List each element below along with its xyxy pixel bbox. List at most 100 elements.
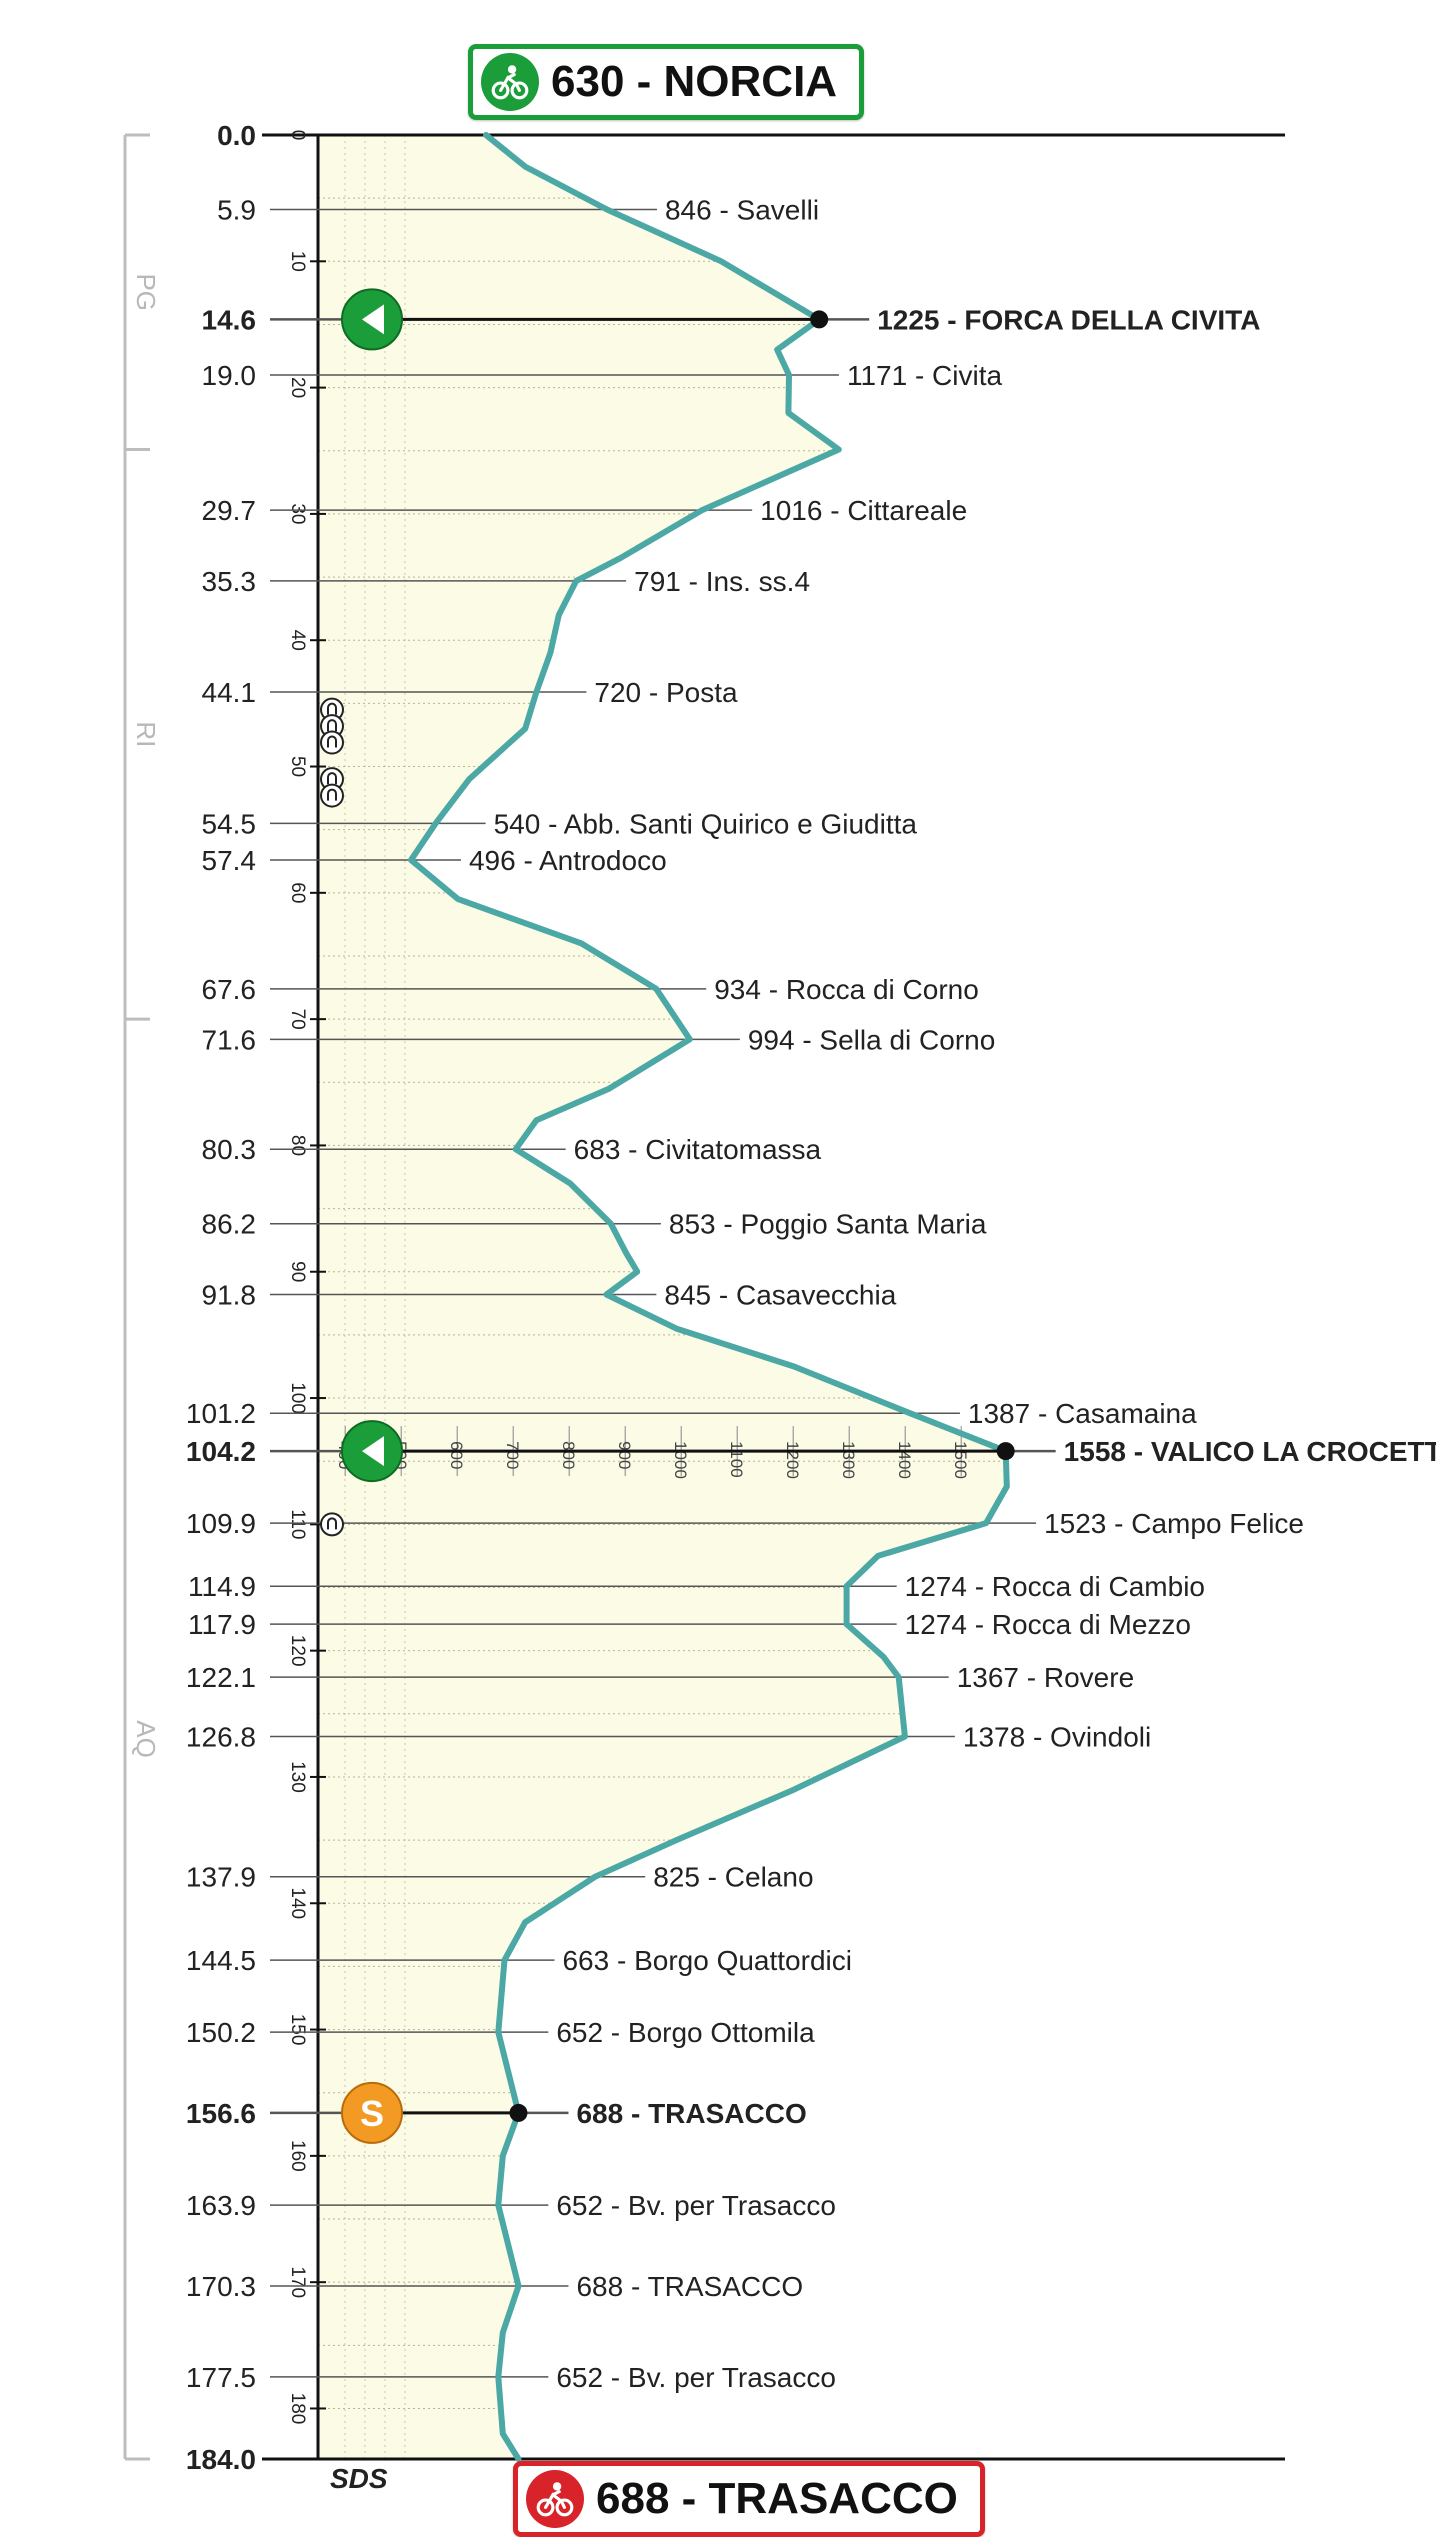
waypoint-name-label: 683 - Civitatomassa bbox=[574, 1134, 822, 1165]
start-label: 630 - NORCIA bbox=[551, 57, 838, 106]
waypoint-name-label: 791 - Ins. ss.4 bbox=[634, 566, 810, 597]
waypoint-km-label: 35.3 bbox=[202, 566, 257, 597]
waypoint-name-label: 652 - Borgo Ottomila bbox=[556, 2017, 815, 2048]
waypoint-km-label: 117.9 bbox=[188, 1609, 256, 1640]
altitude-tick-label: 1100 bbox=[727, 1441, 746, 1478]
waypoint-name-label: 652 - Bv. per Trasacco bbox=[556, 2190, 836, 2221]
hairpin-icon-glyph bbox=[327, 719, 337, 732]
hairpin-icon-glyph bbox=[327, 788, 337, 801]
distance-tick-label: 50 bbox=[287, 756, 308, 777]
waypoint-name-label: 1387 - Casamaina bbox=[968, 1398, 1197, 1429]
hairpin-icon bbox=[320, 730, 344, 755]
distance-tick-label: 90 bbox=[287, 1261, 308, 1282]
cyclist-icon bbox=[481, 53, 539, 111]
altitude-tick-label: 1300 bbox=[839, 1441, 858, 1479]
waypoint-km-label: 122.1 bbox=[186, 1662, 256, 1693]
distance-tick-label: 70 bbox=[287, 1009, 308, 1030]
waypoint-km-label: 29.7 bbox=[202, 495, 257, 526]
cyclist-icon bbox=[526, 2470, 584, 2528]
waypoint-name-label: 652 - Bv. per Trasacco bbox=[556, 2362, 836, 2393]
waypoint-name-label: 845 - Casavecchia bbox=[664, 1279, 896, 1310]
distance-tick-label: 130 bbox=[287, 1761, 308, 1793]
waypoint-name-label: 1367 - Rovere bbox=[957, 1662, 1134, 1693]
altitude-tick-label: 1500 bbox=[951, 1441, 970, 1479]
distance-tick-label: 170 bbox=[287, 2266, 308, 2298]
region-label: PG bbox=[131, 273, 161, 311]
waypoint-name-label: 1274 - Rocca di Mezzo bbox=[905, 1609, 1191, 1640]
waypoint-name-label: 663 - Borgo Quattordici bbox=[562, 1945, 852, 1976]
start-badge: 630 - NORCIA bbox=[468, 44, 865, 120]
waypoint-name-label: 1274 - Rocca di Cambio bbox=[905, 1571, 1205, 1602]
altitude-tick-label: 1400 bbox=[895, 1441, 914, 1479]
hairpin-icon-glyph bbox=[327, 735, 337, 748]
distance-tick-label: 140 bbox=[287, 1887, 308, 1919]
sprint-icon bbox=[341, 2081, 403, 2144]
altitude-tick-label: 1200 bbox=[783, 1441, 802, 1479]
distance-tick-label: 150 bbox=[287, 2014, 308, 2046]
altitude-tick-label: 700 bbox=[503, 1441, 522, 1469]
waypoint-km-label: 137.9 bbox=[186, 1862, 256, 1893]
distance-tick-label: 60 bbox=[287, 882, 308, 903]
waypoint-name-label: 496 - Antrodoco bbox=[469, 845, 667, 876]
waypoint-km-label: 80.3 bbox=[202, 1134, 257, 1165]
waypoint-km-label: 57.4 bbox=[202, 845, 257, 876]
waypoint-km-label: 67.6 bbox=[202, 974, 257, 1005]
distance-tick-label: 180 bbox=[287, 2393, 308, 2425]
waypoint-name-label: 853 - Poggio Santa Maria bbox=[669, 1209, 987, 1240]
waypoint-name-label: 688 - TRASACCO bbox=[576, 2098, 806, 2129]
waypoint-km-label: 14.6 bbox=[202, 304, 257, 335]
waypoint-km-label: 86.2 bbox=[202, 1209, 257, 1240]
waypoint-dot bbox=[810, 310, 829, 329]
distance-tick-label: 0 bbox=[287, 130, 308, 141]
waypoint-km-label: 144.5 bbox=[186, 1945, 256, 1976]
waypoint-dot bbox=[996, 1442, 1015, 1461]
waypoint-km-label: 156.6 bbox=[186, 2098, 256, 2129]
waypoint-km-label: 109.9 bbox=[186, 1508, 256, 1539]
waypoint-km-label: 150.2 bbox=[186, 2017, 256, 2048]
waypoint-km-label: 114.9 bbox=[188, 1571, 256, 1602]
waypoint-km-label: 177.5 bbox=[186, 2362, 256, 2393]
distance-tick-label: 160 bbox=[287, 2140, 308, 2172]
waypoint-km-label: 101.2 bbox=[186, 1398, 256, 1429]
waypoint-km-label: 126.8 bbox=[186, 1722, 256, 1753]
altitude-tick-label: 600 bbox=[447, 1441, 466, 1469]
waypoint-km-label: 71.6 bbox=[202, 1024, 257, 1055]
footer-mark: SDS bbox=[330, 2463, 388, 2494]
hairpin-icon-glyph bbox=[327, 772, 337, 785]
waypoint-km-label: 19.0 bbox=[202, 360, 257, 391]
waypoint-dot bbox=[509, 2103, 528, 2122]
distance-tick-label: 80 bbox=[287, 1135, 308, 1156]
waypoint-name-label: 1016 - Cittareale bbox=[760, 495, 967, 526]
hairpin-icon-glyph bbox=[327, 1517, 337, 1530]
distance-tick-label: 30 bbox=[287, 503, 308, 524]
waypoint-name-label: 540 - Abb. Santi Quirico e Giuditta bbox=[494, 808, 918, 839]
distance-tick-label: 40 bbox=[287, 630, 308, 651]
distance-tick-label: 10 bbox=[287, 251, 308, 272]
waypoint-km-label: 5.9 bbox=[217, 195, 256, 226]
mountain-icon-triangle bbox=[362, 304, 384, 335]
waypoint-name-label: 720 - Posta bbox=[594, 677, 738, 708]
waypoint-name-label: 1378 - Ovindoli bbox=[963, 1722, 1151, 1753]
altitude-tick-label: 800 bbox=[559, 1441, 578, 1469]
waypoint-name-label: 934 - Rocca di Corno bbox=[714, 974, 979, 1005]
waypoint-km-label: 163.9 bbox=[186, 2190, 256, 2221]
finish-label: 688 - TRASACCO bbox=[596, 2474, 958, 2523]
waypoint-name-label: 994 - Sella di Corno bbox=[748, 1024, 995, 1055]
waypoint-name-label: 1558 - VALICO LA CROCETTA bbox=[1064, 1436, 1436, 1467]
altitude-tick-label: 1000 bbox=[671, 1441, 690, 1479]
waypoint-km-label: 0.0 bbox=[217, 120, 256, 151]
waypoint-name-label: 1523 - Campo Felice bbox=[1044, 1508, 1304, 1539]
profile-line bbox=[408, 132, 1010, 2462]
waypoint-name-label: 846 - Savelli bbox=[665, 195, 819, 226]
waypoint-name-label: 688 - TRASACCO bbox=[576, 2271, 803, 2302]
profile-fill bbox=[318, 135, 1007, 2459]
waypoint-km-label: 184.0 bbox=[186, 2444, 256, 2475]
waypoint-km-label: 54.5 bbox=[202, 808, 257, 839]
waypoint-km-label: 91.8 bbox=[202, 1279, 257, 1310]
hairpin-icon bbox=[320, 783, 344, 808]
waypoint-km-label: 104.2 bbox=[186, 1436, 256, 1467]
waypoint-name-label: 825 - Celano bbox=[653, 1862, 813, 1893]
finish-badge: 688 - TRASACCO bbox=[513, 2461, 985, 2537]
region-label: AQ bbox=[131, 1720, 161, 1758]
region-label: RI bbox=[131, 721, 161, 747]
